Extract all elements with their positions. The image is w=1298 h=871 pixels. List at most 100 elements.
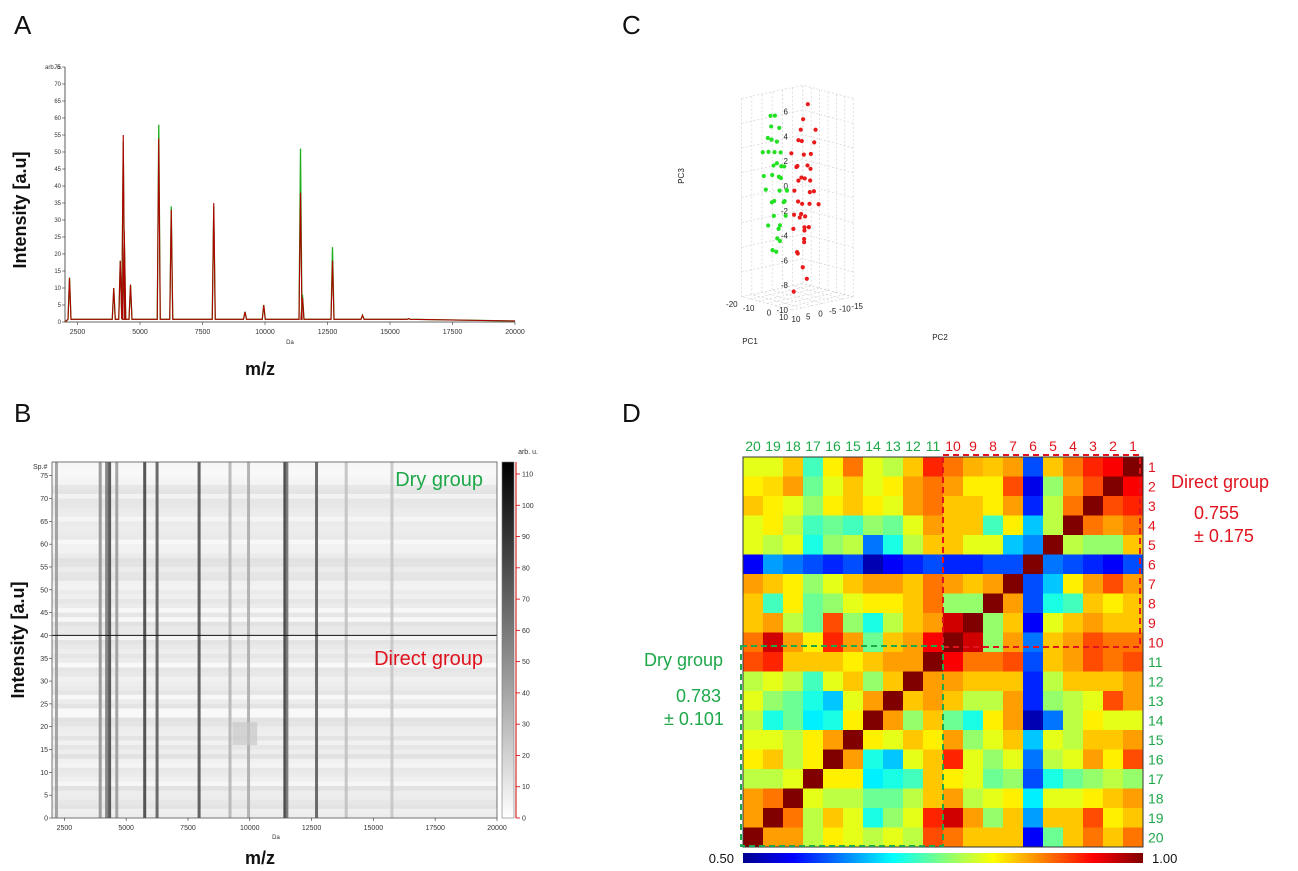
heatmap-cell <box>1023 476 1044 497</box>
heatmap-cell <box>1123 710 1144 731</box>
heatmap-cell <box>843 808 864 828</box>
heatmap-cell <box>1023 496 1044 516</box>
heatmap-cell <box>1103 671 1124 692</box>
heatmap-cell <box>823 554 844 575</box>
panel-b-colorbar-tick-label: 50 <box>522 659 530 666</box>
panel-d-colorbar-max: 1.00 <box>1152 851 1177 866</box>
heatmap-cell <box>963 652 984 672</box>
panel-c-grid-wall-line <box>741 208 803 223</box>
heatmap-cell <box>803 515 824 536</box>
panel-b-y-tick-label: 45 <box>40 610 48 617</box>
panel-a-y-tick-label: 20 <box>54 252 61 258</box>
panel-c-green-point <box>777 223 783 228</box>
heatmap-cell <box>1103 827 1124 848</box>
heatmap-cell <box>843 476 864 497</box>
heatmap-cell <box>923 788 944 809</box>
heatmap-cell <box>903 808 924 828</box>
panel-b-plot-frame <box>51 461 498 819</box>
heatmap-cell <box>783 457 804 477</box>
panel-c-pc3-tick-label: 6 <box>784 108 789 117</box>
heatmap-cell <box>1063 710 1084 731</box>
heatmap-cell <box>1043 476 1064 497</box>
panel-b-x-tick-label: 2500 <box>57 825 73 832</box>
panel-b-spectrum-row <box>52 539 497 545</box>
panel-c-grid-wall-line <box>802 109 854 124</box>
heatmap-cell <box>1123 496 1144 516</box>
panel-c-red-point <box>805 163 810 168</box>
heatmap-cell <box>963 554 984 575</box>
heatmap-cell <box>823 535 844 555</box>
heatmap-cell <box>1123 749 1144 770</box>
panel-b-spectrum-row <box>52 813 497 818</box>
heatmap-column-label: 9 <box>969 438 977 454</box>
heatmap-cell <box>1063 535 1084 555</box>
heatmap-cell <box>903 554 924 575</box>
heatmap-cell <box>883 632 904 653</box>
panel-b-y-tick-label: 40 <box>40 633 48 640</box>
heatmap-cell <box>923 457 944 477</box>
heatmap-cell <box>1123 554 1144 575</box>
heatmap-cell <box>823 632 844 653</box>
heatmap-row-label: 10 <box>1148 634 1164 650</box>
heatmap-cell <box>943 554 964 575</box>
panel-c-pc1-tick-label: -20 <box>726 300 738 309</box>
heatmap-cell <box>803 671 824 692</box>
panel-c-green-point <box>769 200 774 205</box>
panel-b-spectrum-row <box>52 653 497 659</box>
panel-b-spectrum-row <box>52 804 497 809</box>
panel-c-green-point <box>772 113 777 118</box>
heatmap-cell <box>1043 515 1064 536</box>
heatmap-cell <box>763 554 784 575</box>
heatmap-cell <box>983 593 1004 614</box>
panel-b-spectrum-row <box>52 703 497 709</box>
heatmap-cell <box>783 613 804 633</box>
panel-c-grid-floor-line <box>761 292 813 306</box>
heatmap-cell <box>983 457 1004 477</box>
dry-group-box <box>740 645 944 847</box>
heatmap-cell <box>843 788 864 809</box>
panel-b-spectrum-row <box>52 658 497 663</box>
heatmap-cell <box>743 515 764 536</box>
heatmap-cell <box>983 515 1004 536</box>
heatmap-cell <box>1043 535 1064 555</box>
heatmap-cell <box>1083 574 1104 594</box>
heatmap-cell <box>743 808 764 828</box>
heatmap-cell <box>923 769 944 789</box>
panel-c-pc2-tick-label: 10 <box>792 315 801 324</box>
panel-c-green-point <box>784 188 790 193</box>
heatmap-cell <box>743 554 764 575</box>
heatmap-cell <box>803 808 824 828</box>
heatmap-cell <box>1103 476 1124 497</box>
panel-c-red-point <box>802 225 807 230</box>
panel-c-red-point <box>801 152 806 157</box>
heatmap-cell <box>763 574 784 594</box>
heatmap-cell <box>1003 554 1024 575</box>
panel-c-red-point <box>801 117 806 122</box>
heatmap-column-label: 2 <box>1109 438 1117 454</box>
panel-a-y-tick-label: 30 <box>54 218 61 224</box>
heatmap-cell <box>863 671 884 692</box>
heatmap-cell <box>883 652 904 672</box>
heatmap-cell <box>903 652 924 672</box>
heatmap-cell <box>903 613 924 633</box>
heatmap-cell <box>923 515 944 536</box>
panel-b-spectrum-row <box>52 521 497 526</box>
heatmap-cell <box>1023 710 1044 731</box>
panel-a-y-tick-label: 75 <box>54 65 61 71</box>
heatmap-cell <box>923 574 944 594</box>
heatmap-cell <box>1123 788 1144 809</box>
heatmap-cell <box>843 632 864 653</box>
heatmap-cell <box>823 574 844 594</box>
panel-c-red-point <box>800 201 805 206</box>
panel-c-grid-floor-line <box>772 289 823 304</box>
heatmap-cell <box>823 613 844 633</box>
panel-c-red-point <box>803 214 808 219</box>
panel-b-spectrum-row <box>52 498 497 504</box>
panel-c-red-point <box>802 236 807 242</box>
heatmap-cell <box>823 671 844 692</box>
panel-c-green-point <box>774 161 780 166</box>
panel-c-grid-wall-line <box>802 283 854 298</box>
panel-c-green-point <box>777 125 782 131</box>
heatmap-row-label: 12 <box>1148 673 1164 689</box>
heatmap-cell <box>823 457 844 477</box>
